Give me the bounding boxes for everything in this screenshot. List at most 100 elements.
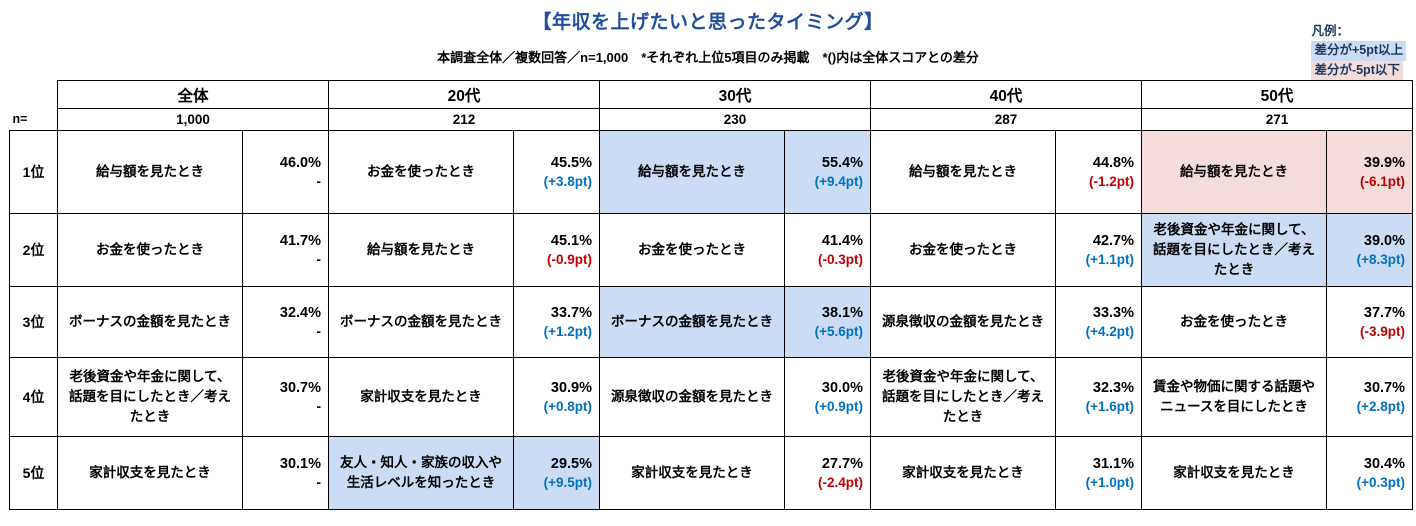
n-row: n= 1,000 212 230 287 271 — [9, 108, 1413, 131]
item-label: お金を使ったとき — [870, 213, 1056, 287]
percentage: 33.7% — [550, 305, 592, 321]
item-value-cell: 45.1% (-0.9pt) — [513, 213, 600, 287]
diff-value: - — [316, 252, 322, 267]
item-label: 源泉徴収の金額を見たとき — [599, 357, 785, 437]
rank-label: 5位 — [9, 436, 58, 510]
percentage: 55.4% — [821, 155, 863, 171]
item-label: お金を使ったとき — [599, 213, 785, 287]
percentage: 33.3% — [1092, 305, 1134, 321]
rank-row-2: 2位 お金を使ったとき 41.7% - 給与額を見たとき 45.1% (-0.9… — [9, 213, 1413, 287]
rank-row-4: 4位 老後資金や年金に関して、話題を目にしたとき／考えたとき 30.7% - 家… — [9, 357, 1413, 437]
survey-table: 全体 20代 30代 40代 50代 n= 1,000 212 230 287 … — [9, 80, 1413, 510]
n-value-20s: 212 — [328, 108, 600, 131]
percentage: 31.1% — [1092, 456, 1134, 472]
item-label: 家計収支を見たとき — [1141, 436, 1327, 510]
diff-value: (-1.2pt) — [1089, 174, 1134, 189]
n-value-overall: 1,000 — [57, 108, 329, 131]
diff-value: (-0.9pt) — [547, 252, 592, 267]
item-label: ボーナスの金額を見たとき — [328, 286, 514, 358]
legend-item-negative: 差分が-5pt以下 — [1311, 60, 1403, 81]
diff-value: (+0.8pt) — [543, 399, 592, 414]
diff-value: (+4.2pt) — [1085, 324, 1134, 339]
percentage: 32.4% — [279, 305, 321, 321]
item-value-cell: 29.5% (+9.5pt) — [513, 436, 600, 510]
item-label: 給与額を見たとき — [1141, 130, 1327, 214]
corner-cell — [9, 80, 58, 109]
item-value-cell: 33.3% (+4.2pt) — [1055, 286, 1142, 358]
item-label: 家計収支を見たとき — [328, 357, 514, 437]
n-value-50s: 271 — [1141, 108, 1413, 131]
diff-value: (+8.3pt) — [1356, 252, 1405, 267]
percentage: 30.0% — [821, 380, 863, 396]
rank-row-5: 5位 家計収支を見たとき 30.1% - 友人・知人・家族の収入や生活レベルを知… — [9, 436, 1413, 510]
header-row: 全体 20代 30代 40代 50代 — [9, 80, 1413, 109]
column-header-50s: 50代 — [1141, 80, 1413, 109]
item-value-cell: 44.8% (-1.2pt) — [1055, 130, 1142, 214]
diff-value: (-3.9pt) — [1360, 324, 1405, 339]
item-value-cell: 32.3% (+1.6pt) — [1055, 357, 1142, 437]
diff-value: - — [316, 324, 322, 339]
percentage: 41.4% — [821, 233, 863, 249]
rank-label: 3位 — [9, 286, 58, 358]
diff-value: (-0.3pt) — [818, 252, 863, 267]
percentage: 37.7% — [1363, 305, 1405, 321]
percentage: 30.4% — [1363, 456, 1405, 472]
item-label: 家計収支を見たとき — [599, 436, 785, 510]
diff-value: (-2.4pt) — [818, 475, 863, 490]
item-label: 給与額を見たとき — [870, 130, 1056, 214]
percentage: 38.1% — [821, 305, 863, 321]
item-value-cell: 37.7% (-3.9pt) — [1326, 286, 1413, 358]
item-value-cell: 31.1% (+1.0pt) — [1055, 436, 1142, 510]
item-value-cell: 27.7% (-2.4pt) — [784, 436, 871, 510]
percentage: 30.7% — [1363, 380, 1405, 396]
item-value-cell: 39.9% (-6.1pt) — [1326, 130, 1413, 214]
item-label: ボーナスの金額を見たとき — [599, 286, 785, 358]
diff-value: (+0.9pt) — [814, 399, 863, 414]
diff-value: - — [316, 174, 322, 189]
item-value-cell: 39.0% (+8.3pt) — [1326, 213, 1413, 287]
diff-value: (+9.4pt) — [814, 174, 863, 189]
item-value-cell: 46.0% - — [242, 130, 329, 214]
percentage: 44.8% — [1092, 155, 1134, 171]
percentage: 45.1% — [550, 233, 592, 249]
rank-row-3: 3位 ボーナスの金額を見たとき 32.4% - ボーナスの金額を見たとき 33.… — [9, 286, 1413, 358]
diff-value: (+1.2pt) — [543, 324, 592, 339]
rank-row-1: 1位 給与額を見たとき 46.0% - お金を使ったとき 45.5% (+3.8… — [9, 130, 1413, 214]
item-label: 給与額を見たとき — [599, 130, 785, 214]
item-label: お金を使ったとき — [328, 130, 514, 214]
column-header-overall: 全体 — [57, 80, 329, 109]
item-label: お金を使ったとき — [57, 213, 243, 287]
percentage: 41.7% — [279, 233, 321, 249]
diff-value: (+1.0pt) — [1085, 475, 1134, 490]
legend-label: 凡例： — [1311, 24, 1349, 38]
percentage: 30.7% — [279, 380, 321, 396]
diff-value: (+5.6pt) — [814, 324, 863, 339]
legend: 凡例： 差分が+5pt以上 差分が-5pt以下 — [1311, 22, 1406, 81]
item-label: 老後資金や年金に関して、話題を目にしたとき／考えたとき — [1141, 213, 1327, 287]
rank-label: 4位 — [9, 357, 58, 437]
item-value-cell: 41.7% - — [242, 213, 329, 287]
n-value-40s: 287 — [870, 108, 1142, 131]
item-value-cell: 33.7% (+1.2pt) — [513, 286, 600, 358]
diff-value: - — [316, 475, 322, 490]
item-value-cell: 30.7% - — [242, 357, 329, 437]
item-value-cell: 30.4% (+0.3pt) — [1326, 436, 1413, 510]
item-label: 給与額を見たとき — [57, 130, 243, 214]
item-value-cell: 42.7% (+1.1pt) — [1055, 213, 1142, 287]
item-label: 友人・知人・家族の収入や生活レベルを知ったとき — [328, 436, 514, 510]
item-label: 老後資金や年金に関して、話題を目にしたとき／考えたとき — [870, 357, 1056, 437]
column-header-40s: 40代 — [870, 80, 1142, 109]
diff-value: (+0.3pt) — [1356, 475, 1405, 490]
item-label: 家計収支を見たとき — [870, 436, 1056, 510]
percentage: 29.5% — [550, 456, 592, 472]
page-title: 【年収を上げたいと思ったタイミング】 — [532, 12, 884, 33]
legend-item-positive: 差分が+5pt以上 — [1311, 41, 1406, 61]
percentage: 30.9% — [550, 380, 592, 396]
item-value-cell: 38.1% (+5.6pt) — [784, 286, 871, 358]
diff-value: (+3.8pt) — [543, 174, 592, 189]
diff-value: (+2.8pt) — [1356, 399, 1405, 414]
diff-value: (+1.1pt) — [1085, 252, 1134, 267]
percentage: 32.3% — [1092, 380, 1134, 396]
percentage: 39.9% — [1363, 155, 1405, 171]
n-label: n= — [9, 108, 58, 131]
